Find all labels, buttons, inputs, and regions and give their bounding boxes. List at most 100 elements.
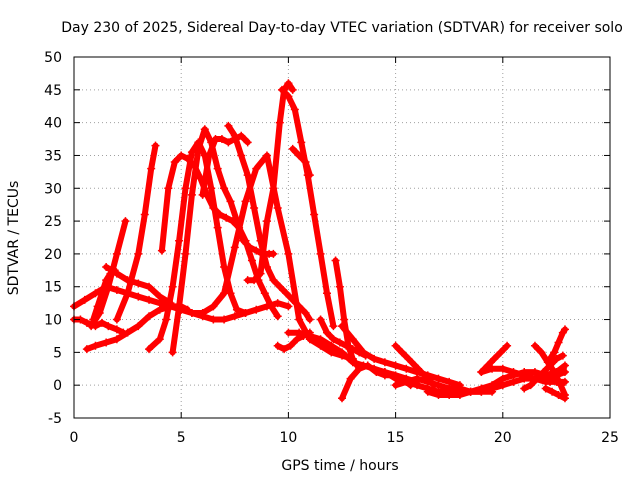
data-point (488, 387, 497, 396)
data-point (97, 289, 106, 298)
data-point (200, 125, 209, 134)
data-point (398, 348, 407, 357)
data-point (355, 364, 364, 373)
data-point (338, 348, 346, 357)
data-point (297, 138, 306, 147)
data-point (256, 269, 265, 278)
x-tick-label: 25 (601, 430, 619, 446)
data-point (241, 197, 250, 206)
data-point (496, 348, 505, 357)
data-point (147, 164, 156, 173)
data-point (520, 384, 529, 393)
data-point (554, 391, 563, 400)
y-axis-label: SDTVAR / TECUs (6, 181, 22, 296)
data-point (548, 387, 557, 396)
series-arc13 (225, 122, 313, 323)
data-point (284, 249, 293, 258)
data-point (346, 374, 355, 383)
data-point (273, 341, 282, 350)
data-point (230, 312, 239, 321)
data-point (295, 151, 304, 160)
data-point (284, 302, 293, 311)
data-point (556, 381, 565, 390)
data-point (503, 341, 512, 350)
data-point (310, 210, 319, 219)
data-point (155, 335, 164, 344)
x-axis-label: GPS time / hours (281, 458, 398, 474)
data-point (209, 315, 218, 324)
data-point (552, 371, 561, 380)
data-point (404, 354, 413, 363)
data-point (340, 315, 349, 324)
data-point (222, 213, 231, 222)
data-point (509, 377, 518, 386)
series-arc31 (542, 385, 568, 402)
data-point (162, 315, 171, 324)
chart-title: Day 230 of 2025, Sidereal Day-to-day VTE… (61, 20, 623, 36)
data-point (134, 249, 143, 258)
data-point (423, 387, 432, 396)
data-point (322, 289, 331, 298)
data-point (430, 381, 439, 390)
data-point (112, 335, 121, 344)
data-point (170, 158, 179, 167)
data-point (327, 341, 336, 350)
data-point (205, 151, 214, 160)
data-point (243, 138, 252, 147)
data-point (295, 315, 304, 324)
data-point (230, 243, 239, 252)
data-point (363, 361, 372, 370)
data-point (262, 151, 271, 160)
data-point (526, 381, 535, 390)
data-point (558, 364, 567, 373)
data-point (545, 377, 554, 386)
data-point (181, 249, 190, 258)
data-point (93, 302, 102, 311)
axis-ticks: 0 5 10 15 20 25 -5 0 5 10 15 20 25 30 35 40 45 50 (44, 50, 619, 446)
data-point (554, 338, 563, 347)
data-point (87, 322, 96, 331)
grid (74, 57, 610, 418)
data-point (269, 184, 278, 193)
data-point (273, 203, 282, 212)
y-tick-label: 45 (44, 83, 62, 99)
data-point (269, 276, 278, 285)
y-tick-label: 25 (44, 214, 62, 230)
data-point (498, 364, 507, 373)
data-point (344, 341, 353, 350)
data-point (252, 305, 261, 314)
data-point (155, 305, 164, 314)
data-point (145, 282, 154, 291)
data-point (239, 236, 248, 245)
data-point (359, 348, 368, 357)
data-point (316, 249, 325, 258)
data-point (102, 338, 111, 347)
data-point (284, 328, 293, 337)
data-point (243, 171, 252, 180)
data-point (220, 289, 229, 298)
data-point (177, 151, 186, 160)
data-point (198, 190, 207, 199)
data-point (134, 292, 143, 301)
data-point (215, 210, 224, 219)
data-point (175, 302, 184, 311)
data-point (134, 322, 143, 331)
data-point (558, 351, 567, 360)
data-point (207, 184, 216, 193)
x-tick-label: 20 (494, 430, 512, 446)
data-point (477, 368, 486, 377)
data-point (252, 164, 261, 173)
data-point (329, 335, 338, 344)
data-point (445, 391, 454, 400)
x-tick-label: 5 (177, 430, 186, 446)
data-point (541, 374, 550, 383)
data-point (282, 289, 291, 298)
data-point (145, 312, 154, 321)
data-point (295, 328, 304, 337)
data-point (267, 302, 276, 311)
data-point (262, 217, 271, 226)
data-point (288, 85, 297, 94)
data-point (175, 236, 184, 245)
data-point (292, 335, 301, 344)
data-point (121, 217, 130, 226)
